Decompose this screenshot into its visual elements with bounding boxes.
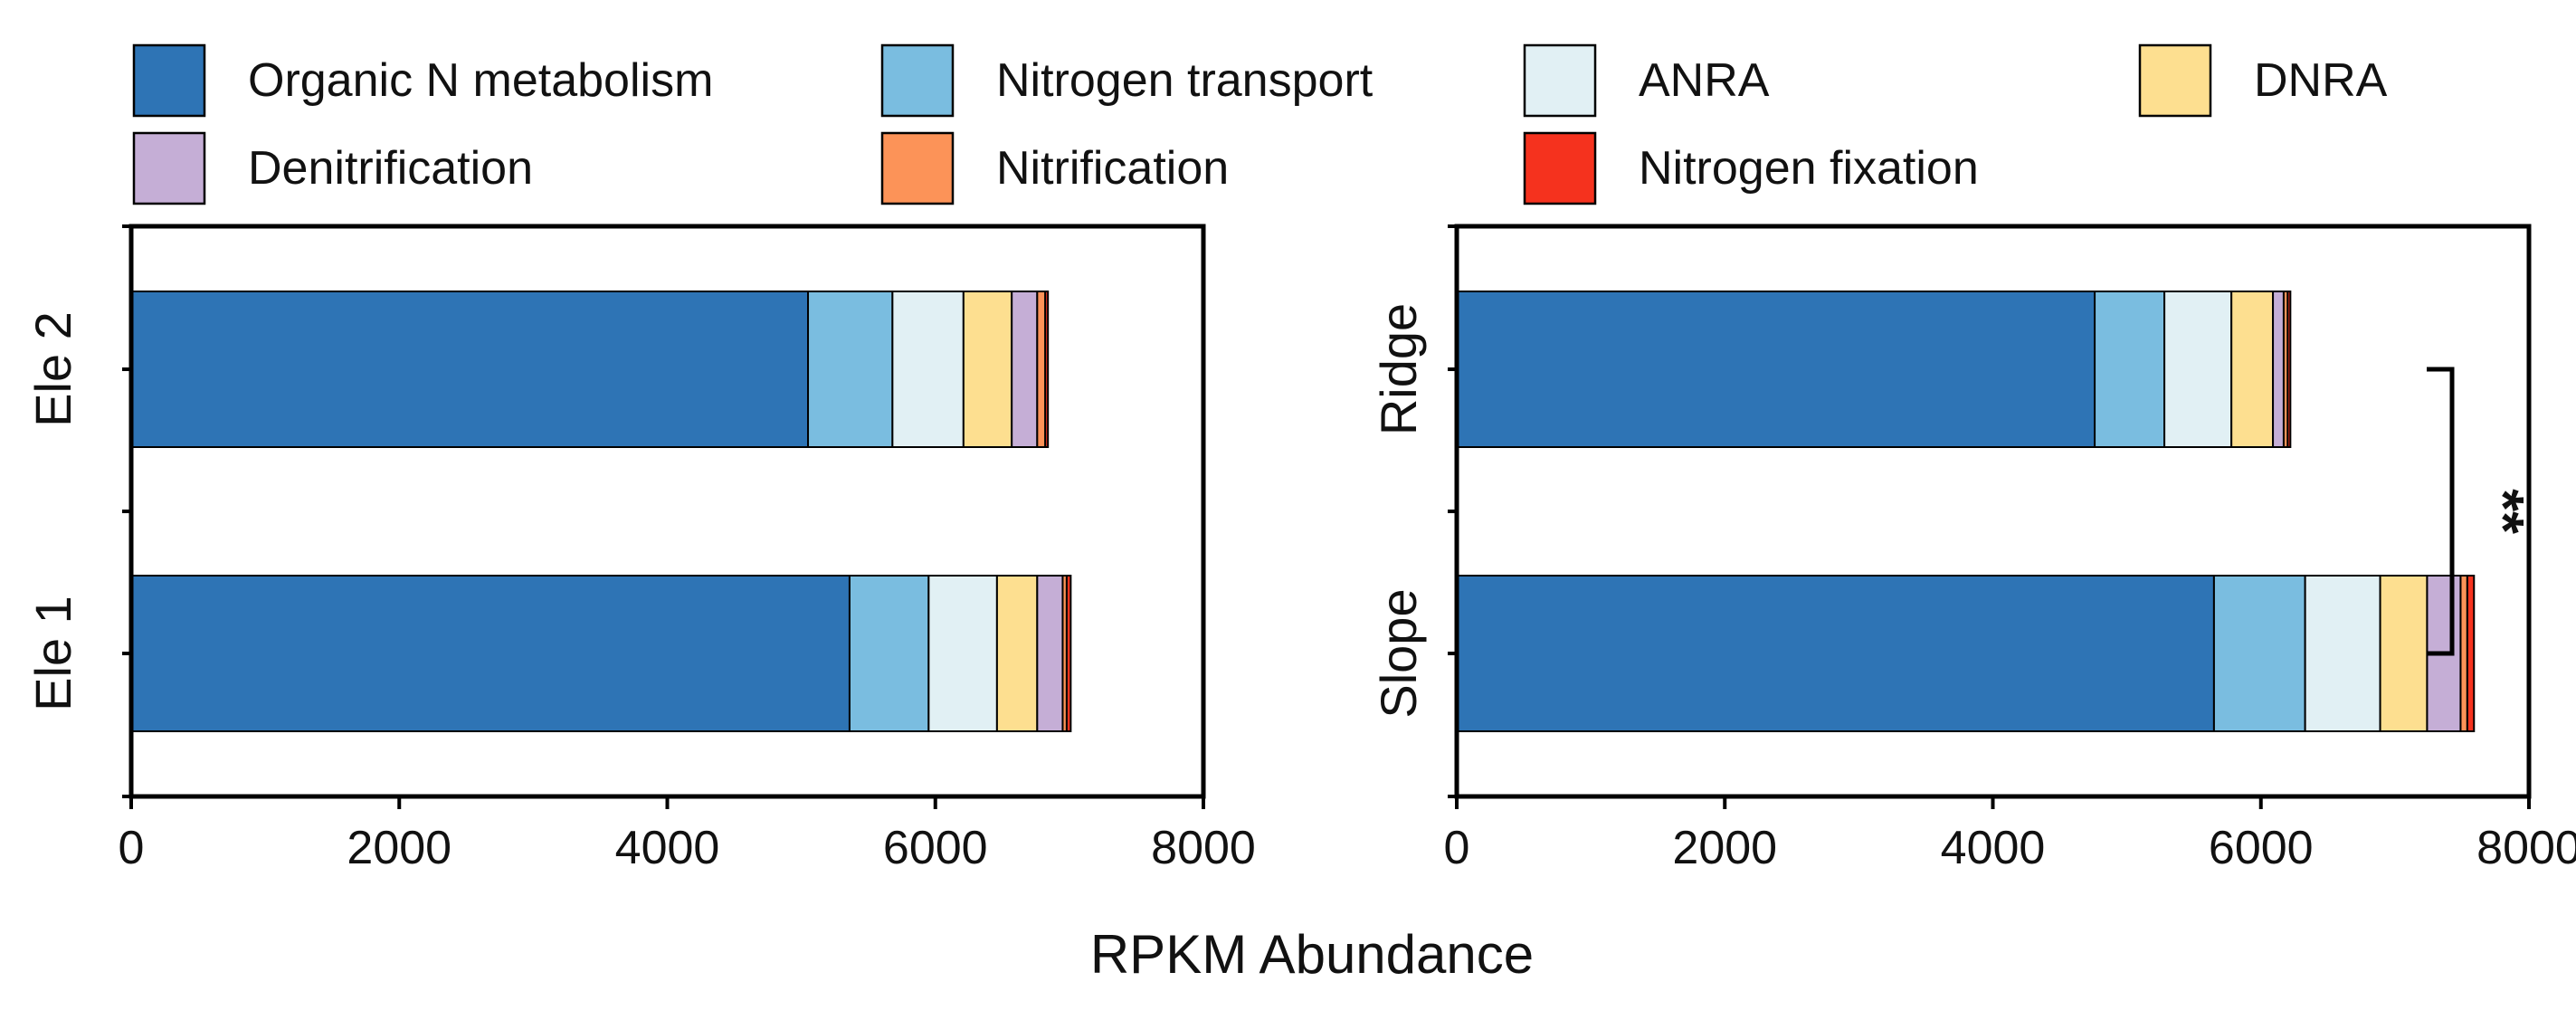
category-label-ele-2: Ele 2 [24,311,81,427]
legend-swatch-organic-n-metabolism [132,43,206,118]
legend-swatch-denitrification [132,131,206,205]
bar-ele-2-denitrification [1011,291,1039,448]
bar-ele-2-dnra [962,291,1013,448]
bar-ele-1-dnra [995,575,1039,732]
bar-ridge-denitrification [2272,291,2285,448]
bar-ele-2-organic-n-metabolism [130,291,810,448]
legend: Organic N metabolism Nitrogen transport AN… [132,43,2388,205]
legend-label-nitrogen-transport: Nitrogen transport [996,54,1374,107]
legend-swatch-nitrification [880,131,955,205]
x-tick-label: 6000 [883,822,988,874]
bar-ridge-nitrogen-fixation [2286,291,2292,448]
bar-ele-1-denitrification [1036,575,1064,732]
legend-label-anra: ANRA [1639,54,1770,107]
x-tick-label: 2000 [1672,822,1777,874]
x-tick-label: 4000 [615,822,720,874]
x-tick-label: 2000 [347,822,452,874]
x-tick-label: 4000 [1941,822,2046,874]
category-label-ridge: Ridge [1370,303,1427,435]
x-tick-label: 6000 [2209,822,2314,874]
bar-ele-1-anra [927,575,998,732]
bar-ele-2-nitrogen-fixation [1044,291,1050,448]
bar-ridge-anra [2163,291,2233,448]
x-tick-label: 8000 [2476,822,2576,874]
significance-label: ** [2471,489,2536,534]
chart-panel-topography: Ridge Slope 0 2000 4000 6000 8000 ** [1370,224,2576,874]
bar-slope-nitrogen-transport [2212,575,2306,732]
x-tick-label: 8000 [1151,822,1256,874]
bar-ele-1-organic-n-metabolism [130,575,851,732]
legend-label-denitrification: Denitrification [248,142,533,195]
significance-bracket [2427,367,2455,656]
bar-ele-1-nitrogen-fixation [1065,575,1072,732]
legend-swatch-nitrogen-fixation [1523,131,1597,205]
bar-ridge-organic-n-metabolism [1456,291,2096,448]
legend-swatch-nitrogen-transport [880,43,955,118]
bar-ele-2-nitrogen-transport [807,291,894,448]
bar-ridge-dnra [2230,291,2275,448]
legend-label-dnra: DNRA [2254,54,2388,107]
legend-swatch-anra [1523,43,1597,118]
x-tick-label: 0 [119,822,145,874]
x-axis-title: RPKM Abundance [1090,924,1534,985]
category-label-slope: Slope [1370,588,1427,718]
bar-ridge-nitrogen-transport [2094,291,2166,448]
bar-slope-anra [2304,575,2381,732]
category-label-ele-1: Ele 1 [24,596,81,711]
bar-slope-nitrogen-fixation [2466,575,2476,732]
bar-ele-2-nitrification [1036,291,1047,448]
bar-slope-dnra [2379,575,2429,732]
bar-ele-2-anra [891,291,965,448]
legend-label-organic-n-metabolism: Organic N metabolism [248,54,713,107]
bar-ele-1-nitrogen-transport [848,575,930,732]
legend-label-nitrification: Nitrification [996,142,1229,195]
bar-slope-nitrification [2459,575,2468,732]
legend-label-nitrogen-fixation: Nitrogen fixation [1639,142,1979,195]
legend-swatch-dnra [2138,43,2212,118]
x-tick-label: 0 [1444,822,1470,874]
chart-panel-elevation: Ele 2 Ele 1 0 2000 4000 6000 8000 [24,224,1256,874]
bar-slope-organic-n-metabolism [1456,575,2215,732]
